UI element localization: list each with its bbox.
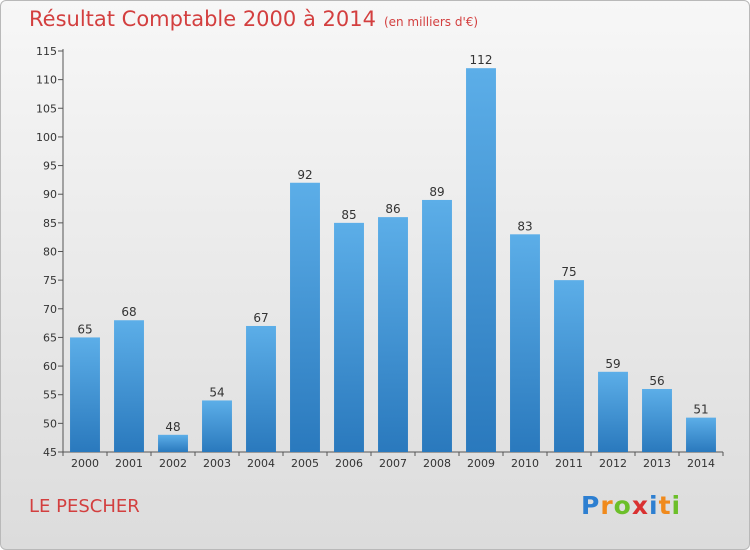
x-tick-label-2009: 2009 bbox=[467, 457, 495, 470]
y-tick-label: 65 bbox=[43, 331, 57, 344]
bar-2013 bbox=[642, 388, 672, 452]
bar-2006 bbox=[334, 222, 364, 452]
bar-2005 bbox=[290, 182, 320, 452]
bar-2014 bbox=[686, 417, 716, 452]
y-tick-label: 85 bbox=[43, 217, 57, 230]
logo-letter: x bbox=[631, 491, 649, 520]
x-tick-label-2003: 2003 bbox=[203, 457, 231, 470]
data-label-2004: 67 bbox=[253, 311, 268, 325]
data-label-2011: 75 bbox=[561, 265, 576, 279]
x-tick-label-2004: 2004 bbox=[247, 457, 275, 470]
x-tick-label-2013: 2013 bbox=[643, 457, 671, 470]
y-tick-label: 60 bbox=[43, 360, 57, 373]
proxiti-logo: Proxiti bbox=[581, 491, 681, 520]
bar-2000 bbox=[70, 337, 100, 452]
y-tick-label: 55 bbox=[43, 389, 57, 402]
x-tick-label-2005: 2005 bbox=[291, 457, 319, 470]
y-tick-label: 50 bbox=[43, 417, 57, 430]
data-label-2007: 86 bbox=[385, 202, 400, 216]
y-tick-label: 115 bbox=[36, 45, 57, 58]
data-label-2005: 92 bbox=[297, 168, 312, 182]
y-tick-label: 70 bbox=[43, 303, 57, 316]
data-label-2014: 51 bbox=[693, 403, 708, 417]
data-label-2006: 85 bbox=[341, 208, 356, 222]
data-label-2002: 48 bbox=[165, 420, 180, 434]
logo-letter: P bbox=[581, 491, 601, 520]
y-tick-label: 105 bbox=[36, 102, 57, 115]
data-label-2008: 89 bbox=[429, 185, 444, 199]
x-tick-label-2010: 2010 bbox=[511, 457, 539, 470]
data-label-2009: 112 bbox=[470, 53, 493, 67]
x-tick-label-2000: 2000 bbox=[71, 457, 99, 470]
data-label-2001: 68 bbox=[121, 305, 136, 319]
data-label-2012: 59 bbox=[605, 357, 620, 371]
data-label-2013: 56 bbox=[649, 374, 664, 388]
y-tick-label: 90 bbox=[43, 188, 57, 201]
bar-2007 bbox=[378, 217, 408, 452]
x-tick-label-2008: 2008 bbox=[423, 457, 451, 470]
bar-2012 bbox=[598, 371, 628, 452]
y-tick-label: 110 bbox=[36, 74, 57, 87]
data-label-2000: 65 bbox=[77, 322, 92, 336]
logo-letter: o bbox=[613, 491, 632, 520]
bar-2009 bbox=[466, 68, 496, 452]
x-tick-label-2006: 2006 bbox=[335, 457, 363, 470]
bar-2004 bbox=[246, 325, 276, 452]
bar-2003 bbox=[202, 400, 232, 452]
x-tick-label-2007: 2007 bbox=[379, 457, 407, 470]
logo-letter: i bbox=[649, 491, 659, 520]
bar-2001 bbox=[114, 320, 144, 452]
logo-letter: r bbox=[600, 491, 614, 520]
bar-2010 bbox=[510, 234, 540, 452]
y-tick-label: 80 bbox=[43, 246, 57, 259]
x-tick-label-2012: 2012 bbox=[599, 457, 627, 470]
x-tick-label-2001: 2001 bbox=[115, 457, 143, 470]
x-tick-label-2002: 2002 bbox=[159, 457, 187, 470]
bar-2008 bbox=[422, 199, 452, 452]
chart-title-main: Résultat Comptable 2000 à 2014 bbox=[29, 7, 376, 31]
x-tick-label-2011: 2011 bbox=[555, 457, 583, 470]
bar-2002 bbox=[158, 434, 188, 452]
chart-title: Résultat Comptable 2000 à 2014 (en millie… bbox=[29, 7, 478, 31]
data-label-2010: 83 bbox=[517, 219, 532, 233]
logo-letter: i bbox=[671, 491, 682, 520]
data-label-2003: 54 bbox=[209, 385, 224, 399]
bar-2011 bbox=[554, 280, 584, 452]
y-tick-label: 45 bbox=[43, 446, 57, 459]
logo-letter: t bbox=[658, 491, 672, 520]
y-tick-label: 95 bbox=[43, 160, 57, 173]
y-tick-label: 100 bbox=[36, 131, 57, 144]
y-tick-label: 75 bbox=[43, 274, 57, 287]
commune-name: LE PESCHER bbox=[29, 496, 140, 517]
x-tick-label-2014: 2014 bbox=[687, 457, 715, 470]
chart-unit-note: (en milliers d'€) bbox=[383, 15, 479, 29]
